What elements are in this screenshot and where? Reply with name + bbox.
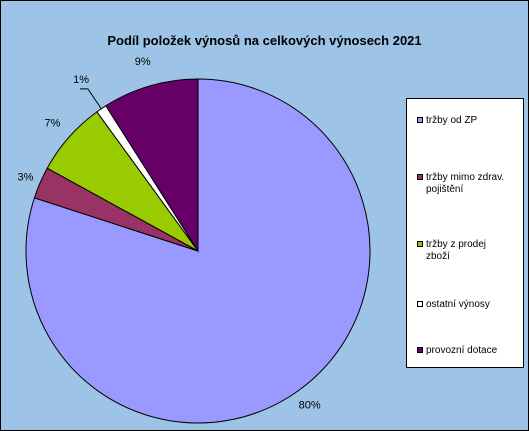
data-label-trzby-od-zp: 80% [299, 400, 321, 412]
data-label-trzby-mimo-zdrav-pojisteni: 3% [18, 171, 34, 183]
legend-label: tržby od ZP [426, 115, 478, 126]
legend-item-provozni-dotace: provozní dotace [417, 345, 521, 357]
legend-item-trzby-mimo: tržby mimo zdrav. pojištění [417, 172, 521, 196]
legend-label: tržby mimo zdrav. pojištění [426, 172, 505, 195]
chart-title: Podíl položek výnosů na celkových výnose… [107, 33, 422, 48]
leader-line [79, 88, 102, 110]
legend-swatch [417, 174, 423, 180]
data-label-provozni-dotace: 9% [135, 56, 151, 68]
pie-slice-provozni-dotace [105, 78, 199, 253]
legend-swatch [417, 347, 423, 353]
legend-swatch [417, 117, 423, 123]
legend-swatch [417, 241, 423, 247]
legend-item-trzby-z-prodej: tržby z prodej zboží [417, 239, 521, 263]
legend-swatch [417, 301, 423, 307]
legend-label: ostatní výnosy [426, 299, 490, 310]
data-label-ostatni-vynosy: 1% [73, 74, 89, 86]
legend-item-trzby-od-zp: tržby od ZP [417, 115, 521, 127]
legend-item-ostatni-vynosy: ostatní výnosy [417, 299, 521, 311]
legend-label: provozní dotace [426, 345, 498, 356]
data-label-trzby-z-prodej-zbozi: 7% [45, 118, 61, 130]
legend: tržby od ZP tržby mimo zdrav. pojištění … [406, 98, 524, 368]
legend-label: tržby z prodej zboží [426, 239, 487, 262]
